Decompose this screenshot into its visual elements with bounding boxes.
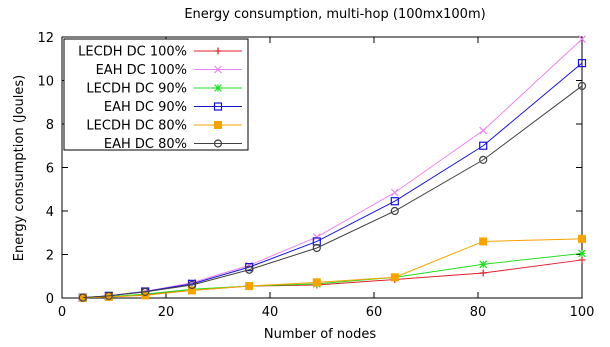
data-point [390, 197, 399, 206]
data-point [187, 280, 197, 290]
legend-item: LECDH DC 80% [86, 119, 242, 134]
series-line [82, 252, 583, 299]
y-tick-label: 10 [37, 75, 54, 90]
data-point [479, 260, 488, 269]
data-point [312, 278, 321, 287]
series-line [82, 85, 583, 299]
x-tick-label: 20 [158, 305, 175, 320]
data-point [578, 256, 586, 264]
legend-swatch-marker [214, 121, 222, 129]
data-point [78, 293, 87, 302]
legend-swatch-marker [214, 84, 222, 92]
legend-swatch-marker [214, 65, 222, 74]
legend-item: EAH DC 90% [104, 100, 242, 115]
x-axis-label: Number of nodes [264, 327, 376, 342]
legend-swatch-marker [214, 47, 222, 55]
legend-label: EAH DC 80% [104, 137, 187, 152]
legend-label: LECDH DC 80% [86, 119, 187, 134]
legend-item: EAH DC 80% [104, 137, 242, 152]
chart-title: Energy consumption, multi-hop (100mx100m… [184, 7, 485, 22]
data-point [245, 263, 254, 272]
x-tick-label: 60 [366, 305, 383, 320]
legend-label: EAH DC 90% [104, 100, 187, 115]
legend-label: LECDH DC 100% [78, 45, 187, 60]
y-axis-label: Energy consumption (Joules) [12, 75, 27, 262]
y-tick-label: 0 [46, 292, 54, 307]
data-point [479, 141, 488, 150]
data-point [479, 237, 488, 246]
legend-box [63, 38, 249, 151]
legend: LECDH DC 100% EAH DC 100% LECDH DC 90% EAH … [63, 38, 249, 152]
data-point [312, 233, 321, 242]
data-point [479, 269, 487, 277]
data-point [141, 287, 150, 297]
legend-swatch-marker [213, 102, 223, 111]
x-tick-label: 100 [570, 305, 595, 320]
data-point [578, 35, 586, 44]
y-tick-label: 4 [46, 205, 54, 220]
data-point [479, 126, 488, 135]
data-point [577, 58, 587, 68]
data-point [479, 155, 488, 164]
series-4 [78, 234, 586, 302]
legend-item: EAH DC 100% [96, 63, 242, 78]
data-point [577, 81, 587, 91]
x-tick-label: 0 [58, 305, 66, 320]
data-point [245, 265, 254, 274]
legend-item: LECDH DC 100% [78, 45, 242, 60]
legend-label: EAH DC 100% [96, 63, 187, 78]
x-tick-label: 80 [470, 305, 487, 320]
legend-label: LECDH DC 90% [86, 82, 187, 97]
y-tick-label: 2 [46, 249, 54, 264]
series-layer [78, 35, 587, 302]
series-line [82, 259, 583, 299]
y-tick-label: 6 [46, 162, 54, 177]
x-tick-label: 40 [262, 305, 279, 320]
data-point [390, 206, 399, 216]
legend-item: LECDH DC 90% [86, 82, 242, 97]
data-point [188, 286, 196, 295]
data-point [104, 291, 113, 300]
y-tick-label: 12 [37, 31, 54, 46]
y-tick-label: 8 [46, 118, 54, 133]
legend-swatch-marker [213, 139, 223, 148]
axis-ticks: 0 20 40 60 80 100 0 2 4 6 8 10 12 [37, 31, 594, 320]
series-5 [78, 81, 587, 302]
data-point [578, 234, 586, 243]
data-point [390, 188, 399, 197]
data-point [245, 282, 254, 291]
data-point [578, 249, 586, 258]
data-point [312, 243, 321, 253]
data-point [390, 273, 399, 282]
